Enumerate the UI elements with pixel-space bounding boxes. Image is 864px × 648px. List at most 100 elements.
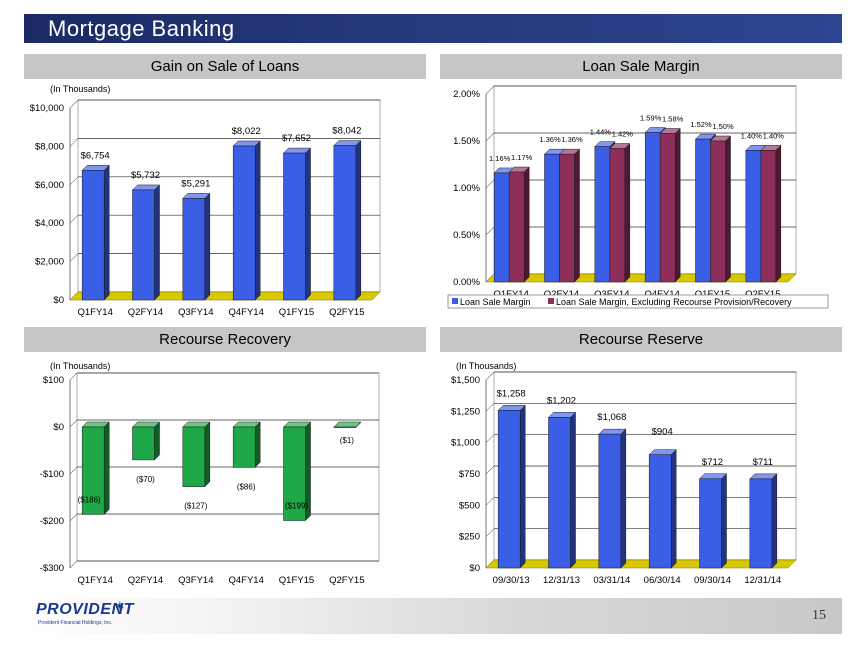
reserve-data-label: $712: [702, 457, 723, 468]
recovery-data-label: ($86): [237, 482, 256, 491]
recovery-data-label: ($127): [184, 502, 207, 511]
margin-xtick-label: Q4FY14: [644, 289, 679, 300]
gain-bar: [182, 198, 206, 301]
gain-grid-depth: [69, 253, 79, 262]
reserve-ytick-label: $750: [459, 469, 480, 480]
gain-ytick-label: $2,000: [35, 257, 64, 268]
gain-floor: [69, 291, 381, 301]
reserve-xtick-label: 12/31/14: [744, 575, 781, 586]
reserve-bar: [648, 454, 672, 569]
margin-data-label-s1: 1.36%: [539, 135, 561, 144]
gain-bar-top: [182, 193, 211, 199]
margin-bar-s2-side: [624, 142, 631, 283]
margin-data-label-s2: 1.40%: [763, 131, 785, 140]
recovery-bar-side: [204, 421, 211, 488]
reserve-grid-depth: [485, 403, 495, 412]
recovery-bar-side: [154, 421, 160, 461]
gain-grid-depth: [69, 214, 79, 224]
recovery-data-label: ($199): [285, 502, 308, 511]
recovery-xtick-label: Q2FY14: [128, 575, 163, 586]
reserve-xtick-label: 09/30/13: [493, 575, 530, 586]
margin-legend-label-1: Loan Sale Margin: [460, 297, 531, 307]
margin-data-label-s1: 1.40%: [741, 131, 763, 140]
margin-ytick-label: 1.00%: [453, 183, 480, 194]
margin-bar-s1: [745, 150, 762, 283]
margin-chart-title: Loan Sale Margin: [440, 54, 842, 79]
recovery-ytick-label: $0: [53, 422, 64, 433]
gain-bar-top: [131, 184, 161, 191]
reserve-grid-depth: [485, 528, 495, 537]
loan-sale-margin-chart: 0.00% 0.50% 1.00% 1.50% 2.00% Q1FY14 Q2FY14 Q3F…: [447, 85, 829, 309]
reserve-grid-depth: [485, 434, 495, 443]
reserve-bar: [699, 478, 722, 569]
margin-bar-s2-side: [775, 144, 782, 283]
gain-grid-depth: [69, 176, 79, 186]
company-logo: PROVIDENT ✶ Provident Financial Holdings…: [36, 598, 134, 631]
page-title: Mortgage Banking: [48, 16, 235, 41]
recovery-ytick-label: -$100: [40, 469, 64, 480]
gain-xtick-label: Q2FY14: [128, 307, 163, 318]
margin-legend-swatch-2: [548, 298, 554, 304]
margin-xtick-label: Q3FY14: [594, 289, 629, 300]
reserve-data-label: $904: [652, 427, 673, 438]
margin-grid-depth: [485, 179, 495, 189]
page-number: 15: [812, 608, 826, 623]
reserve-data-label: $1,202: [547, 395, 576, 406]
gain-grid-depth: [69, 99, 79, 109]
gain-bar-side: [305, 147, 311, 301]
recovery-bar: [132, 426, 155, 461]
margin-bar-s2: [508, 171, 525, 283]
gain-bar: [283, 152, 306, 301]
recourse-recovery-chart: -$300 -$200 -$100 $0 $100 Q1FY14 Q2FY14 Q3FY14 Q…: [40, 361, 380, 586]
gain-bar: [81, 170, 105, 301]
margin-data-label-s1: 1.44%: [590, 128, 612, 137]
margin-data-label-s1: 1.16%: [489, 154, 511, 163]
gain-bar-top: [81, 165, 110, 171]
reserve-floor: [485, 559, 797, 569]
recourse-reserve-chart: $0 $250 $500 $750 $1,000 $1,250 $1,500 09/30/13…: [451, 361, 797, 586]
margin-data-label-s2: 1.17%: [511, 153, 533, 162]
margin-data-label-s1: 1.59%: [640, 114, 662, 123]
margin-data-label-s2: 1.36%: [561, 135, 583, 144]
reserve-bar-side: [620, 428, 627, 569]
reserve-bar-top: [648, 449, 677, 455]
recovery-grid-depth: [69, 466, 78, 475]
margin-grid-depth: [485, 132, 495, 142]
margin-bar-s2: [559, 153, 575, 283]
reserve-bar-top: [547, 412, 577, 418]
reserve-xtick-label: 12/31/13: [543, 575, 580, 586]
recovery-grid-depth: [69, 513, 78, 522]
margin-data-label-s2: 1.42%: [612, 130, 634, 139]
margin-bar-s1: [544, 153, 560, 283]
recovery-ytick-label: -$300: [40, 563, 64, 574]
gain-data-label: $6,754: [81, 150, 110, 161]
recovery-bar-side: [103, 421, 110, 516]
reserve-bar-side: [670, 449, 677, 569]
gain-xtick-label: Q2FY15: [329, 307, 364, 318]
gain-bar: [132, 189, 155, 301]
reserve-xtick-label: 09/30/14: [694, 575, 731, 586]
gain-bar-top: [282, 147, 312, 154]
reserve-ytick-label: $0: [469, 563, 480, 574]
recovery-unit-note: (In Thousands): [50, 361, 110, 371]
margin-grid-depth: [485, 85, 495, 95]
recovery-grid-depth: [69, 419, 78, 428]
recovery-ytick-label: $100: [43, 375, 64, 386]
recovery-bar-top: [182, 421, 211, 428]
margin-xtick-label: Q1FY14: [493, 289, 528, 300]
gain-bar-side: [254, 140, 261, 301]
margin-legend-swatch-1: [452, 298, 458, 304]
gain-bar-side: [103, 164, 110, 301]
margin-ytick-label: 2.00%: [453, 89, 480, 100]
logo-text: PROVIDENT: [36, 601, 134, 618]
reserve-xtick-label: 03/31/14: [593, 575, 630, 586]
gain-bar-side: [204, 192, 211, 301]
reserve-data-label: $1,258: [497, 388, 526, 399]
gain-ytick-label: $8,000: [35, 141, 64, 152]
margin-bar-s2-side: [523, 166, 530, 283]
gain-data-label: $7,652: [282, 133, 311, 144]
recovery-grid-depth: [69, 560, 78, 569]
reserve-data-label: $1,068: [597, 412, 626, 423]
margin-data-label-s2: 1.50%: [712, 122, 734, 131]
gain-data-label: $5,291: [181, 178, 210, 189]
